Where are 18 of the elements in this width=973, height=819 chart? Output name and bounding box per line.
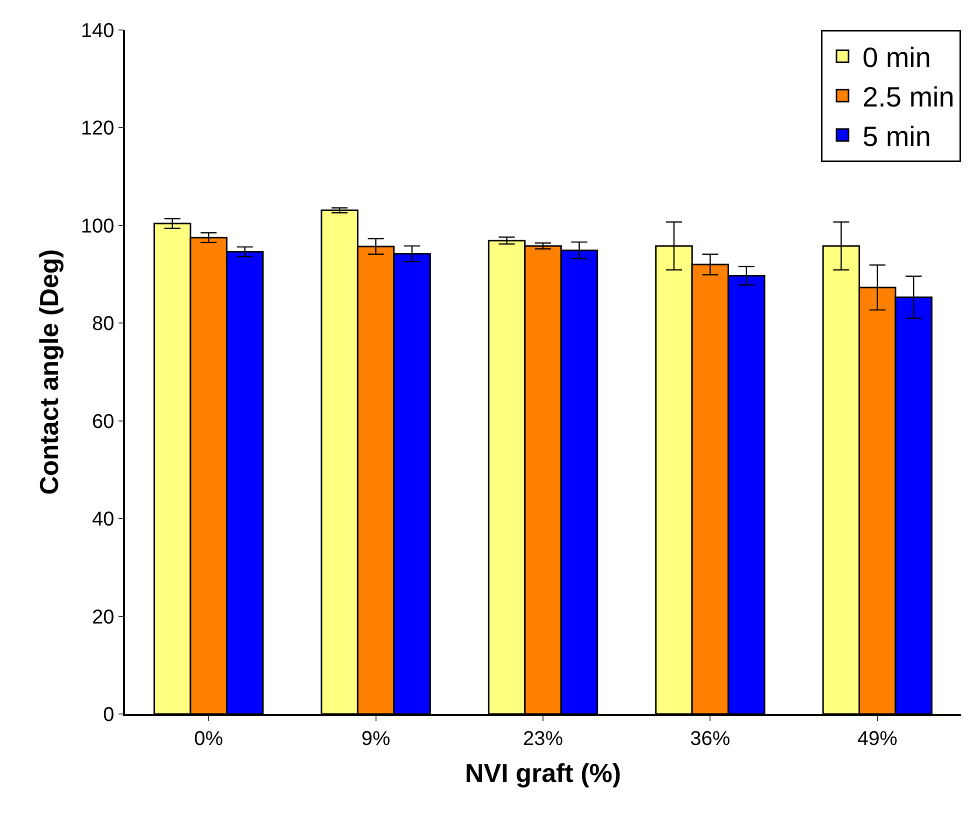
y-tick-label: 40 <box>92 508 114 531</box>
x-tick-label: 23% <box>522 728 564 750</box>
legend-label: 0 min <box>862 42 931 74</box>
y-tick-label: 20 <box>92 606 114 628</box>
x-tick-label: 36% <box>690 728 730 750</box>
legend-label: 2.5 min <box>862 82 954 113</box>
y-tick-label: 120 <box>80 118 114 140</box>
y-axis-title: Contact angle (Deg) <box>34 249 64 495</box>
x-tick-label: 49% <box>857 728 898 750</box>
y-tick-label: 0 <box>103 704 114 726</box>
y-tick-label: 80 <box>92 313 114 336</box>
y-tick-label: 140 <box>80 20 114 42</box>
x-tick-label: 0% <box>194 728 224 750</box>
y-tick-label: 100 <box>80 215 114 238</box>
x-axis-title: NVI graft (%) <box>465 758 621 788</box>
y-tick-label: 60 <box>92 410 114 433</box>
x-tick-label: 9% <box>361 728 390 750</box>
legend-label: 5 min <box>862 120 931 152</box>
